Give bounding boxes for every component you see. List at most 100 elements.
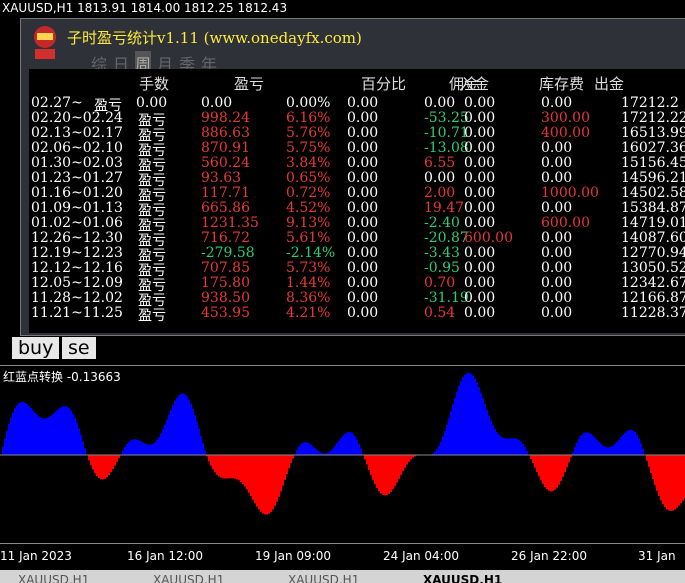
- cell: 0.00: [464, 185, 496, 201]
- hist-bar: [654, 455, 656, 486]
- hist-bar: [248, 455, 250, 493]
- hist-bar: [438, 445, 440, 455]
- hist-bar: [332, 448, 334, 455]
- hist-bar: [678, 455, 680, 506]
- hist-bar: [540, 455, 542, 481]
- hist-bar: [580, 435, 582, 455]
- hist-bar: [594, 437, 596, 455]
- hist-bar: [262, 455, 264, 514]
- column-header: 入金: [459, 75, 490, 93]
- hist-bar: [40, 417, 42, 455]
- hist-bar: [410, 455, 412, 460]
- hist-bar: [522, 443, 524, 455]
- hist-bar: [258, 455, 260, 510]
- hist-bar: [344, 433, 346, 455]
- hist-bar: [124, 446, 126, 455]
- ticker: XAUUSD,H1 1813.91 1814.00 1812.25 1812.4…: [2, 1, 288, 15]
- cell: 02.06~02.10: [31, 140, 123, 156]
- hist-bar: [158, 437, 160, 455]
- cell: 12.19~12.23: [31, 245, 123, 261]
- cell: 400.00: [541, 125, 590, 141]
- hist-bar: [516, 438, 518, 455]
- cell: 0.00: [541, 230, 573, 246]
- cell: 0.00: [541, 275, 573, 291]
- hist-bar: [32, 410, 34, 455]
- hist-bar: [156, 440, 158, 455]
- hist-bar: [82, 441, 84, 455]
- tab-bar: [0, 570, 685, 583]
- cell: 716.72: [201, 230, 250, 246]
- cell: -31.19: [424, 290, 469, 306]
- hist-bar: [94, 455, 96, 474]
- hist-bar: [434, 451, 436, 455]
- button[interactable]: buy: [12, 337, 60, 359]
- cell: 0.00: [347, 185, 379, 201]
- cell: 0.00: [347, 290, 379, 306]
- cell: 01.16~01.20: [31, 185, 123, 201]
- hist-bar: [640, 443, 642, 455]
- hist-bar: [314, 448, 316, 455]
- column-header: 库存费: [539, 75, 585, 93]
- hist-bar: [320, 452, 322, 455]
- tab[interactable]: XAUUSD,H1: [18, 573, 90, 583]
- row-tag: 盈亏: [94, 98, 122, 114]
- hist-bar: [102, 455, 104, 480]
- hist-bar: [180, 393, 182, 455]
- cell: 5.75%: [286, 140, 331, 156]
- hist-bar: [550, 455, 552, 492]
- hist-bar: [310, 444, 312, 455]
- hist-bar: [574, 447, 576, 455]
- hist-bar: [566, 455, 568, 468]
- hist-bar: [210, 455, 212, 466]
- cell: 13050.52: [621, 260, 685, 276]
- hist-bar: [76, 422, 78, 455]
- cell: 0.00: [424, 170, 456, 186]
- hist-bar: [392, 455, 394, 490]
- hist-bar: [220, 455, 222, 478]
- hist-bar: [228, 455, 230, 479]
- hist-bar: [212, 455, 214, 470]
- cell: 01.23~01.27: [31, 170, 123, 186]
- hist-bar: [440, 441, 442, 455]
- hist-bar: [24, 402, 26, 455]
- hist-bar: [502, 437, 504, 455]
- hist-bar: [394, 455, 396, 487]
- cell: -10.71: [424, 125, 469, 141]
- tab[interactable]: XAUUSD,H1: [288, 573, 360, 583]
- hist-bar: [334, 445, 336, 455]
- hist-bar: [682, 455, 684, 501]
- hist-bar: [642, 448, 644, 455]
- button[interactable]: se: [62, 337, 96, 359]
- hist-bar: [374, 455, 376, 485]
- hist-bar: [304, 442, 306, 455]
- hist-bar: [368, 455, 370, 470]
- cell: 453.95: [201, 305, 250, 321]
- cell: 11.21~11.25: [31, 305, 123, 321]
- hist-bar: [126, 443, 128, 455]
- hist-bar: [598, 441, 600, 455]
- tab[interactable]: XAUUSD,H1: [423, 573, 503, 583]
- hist-bar: [506, 438, 508, 455]
- hist-bar: [36, 414, 38, 455]
- cell: 0.00: [347, 245, 379, 261]
- hist-bar: [514, 438, 516, 455]
- cell: 600.00: [464, 230, 513, 246]
- cell: 14502.58: [621, 185, 685, 201]
- hist-bar: [140, 441, 142, 455]
- cell: 0.00: [464, 155, 496, 171]
- cell: 0.00: [424, 95, 456, 111]
- hist-bar: [246, 455, 248, 490]
- cell: 17212.22: [621, 110, 685, 126]
- hist-bar: [38, 416, 40, 455]
- hist-bar: [586, 432, 588, 455]
- hist-bar: [42, 418, 44, 455]
- tab[interactable]: XAUUSD,H1: [153, 573, 225, 583]
- hist-bar: [612, 445, 614, 455]
- cell: 870.91: [201, 140, 250, 156]
- hist-bar: [404, 455, 406, 468]
- cell: 1231.35: [201, 215, 259, 231]
- hist-bar: [166, 419, 168, 455]
- hist-bar: [534, 455, 536, 468]
- hist-bar: [390, 455, 392, 492]
